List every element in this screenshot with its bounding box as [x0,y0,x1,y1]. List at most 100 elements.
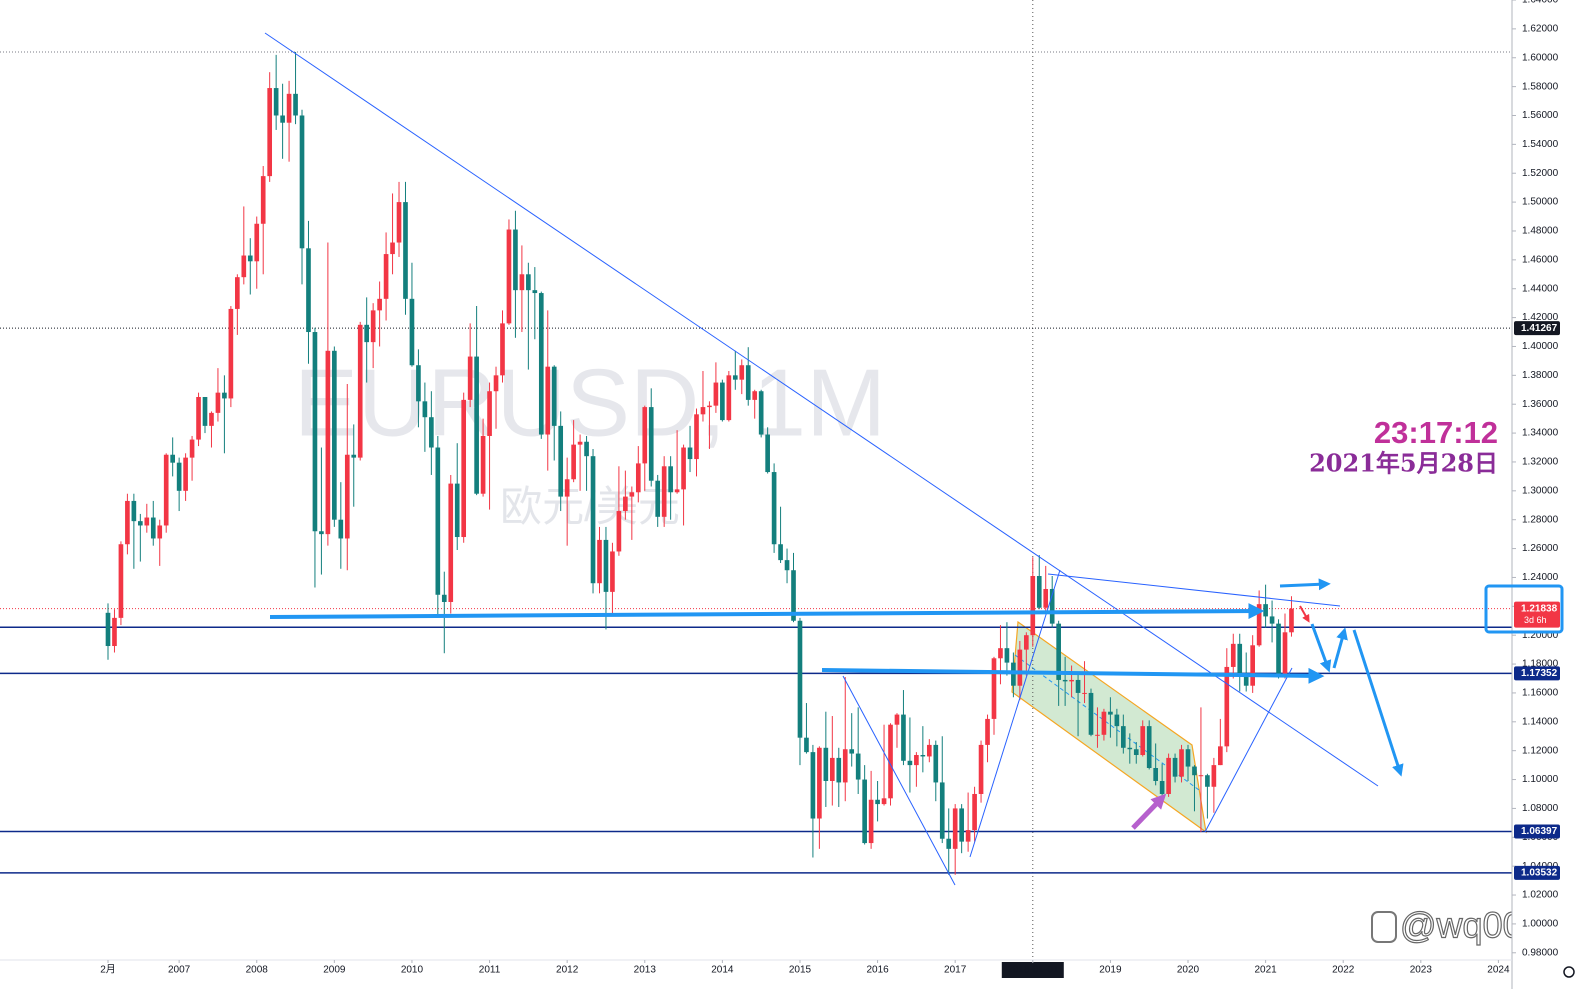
x-tick-label: 2020 [1177,965,1200,976]
candle-body [441,594,447,602]
candle-body [1049,588,1055,624]
candle-body [745,365,751,400]
candle-body [726,375,732,421]
candle-body [952,808,958,849]
candle-body [946,838,952,849]
x-tick-label: 2014 [711,965,734,976]
candle-body [1095,734,1100,736]
price-axis-bg [1512,0,1583,989]
y-tick-label: 1.52000 [1522,168,1559,179]
settings-icon[interactable] [1563,966,1575,978]
candle-body [280,115,285,123]
candle-body [500,323,505,376]
candle-body [1062,679,1068,682]
candle-body [1192,766,1197,776]
y-tick-label: 1.10000 [1522,774,1559,785]
y-tick-label: 1.20000 [1522,630,1559,641]
candle-body [829,757,835,781]
candle-body [642,407,648,464]
candle-body [157,525,163,539]
candle-body [474,356,479,494]
candle-body [286,93,292,123]
candle-body [1230,643,1236,667]
x-tick-label: 2011 [479,965,501,976]
candle-body [584,441,589,457]
y-tick-label: 1.08000 [1522,803,1559,814]
candle-body [480,435,486,494]
y-tick-label: 1.16000 [1522,688,1559,699]
y-tick-label: 1.00000 [1522,919,1559,930]
y-tick-label: 1.50000 [1522,197,1559,208]
candle-body [855,753,861,780]
candle-body [1237,643,1243,676]
watermark-sub: 欧元/美元 [500,483,680,530]
candle-body [849,749,855,754]
candle-body [487,391,492,436]
candle-body [138,521,143,526]
candle-body [577,441,583,445]
candle-body [868,799,874,844]
trend-line [264,32,1379,787]
y-tick-label: 1.30000 [1522,485,1559,496]
candle-body [1185,749,1191,767]
candle-body [396,202,402,243]
credit-icon [1371,911,1397,943]
candle-body [467,356,473,400]
y-tick-label: 1.36000 [1522,399,1559,410]
candle-body [235,277,240,309]
candle-body [422,401,428,418]
candle-body [778,544,783,561]
arrow [269,603,1265,620]
candle-body [687,447,693,460]
candle-body [959,808,964,842]
candle-body [1263,604,1268,617]
y-tick-label: 1.58000 [1522,81,1559,92]
candle-body [635,463,641,493]
y-tick-label: 1.44000 [1522,283,1559,294]
watermark: EURUSD, 1M [294,349,886,456]
candle-body [564,479,570,497]
candle-body [493,375,499,392]
candle-body [1172,757,1178,777]
candle-body [416,365,421,402]
candle-body [1056,623,1061,680]
arrow [1352,629,1404,777]
candle-body [228,308,234,399]
candle-body [370,310,376,343]
candle-body [1218,746,1223,766]
x-tick-label: 2008 [246,965,269,976]
candle-body [1276,623,1281,675]
candle-body [1179,749,1184,777]
candle-body [610,551,615,592]
candle-body [771,472,777,545]
candle-body [325,350,331,535]
time-axis-bg [0,960,1512,989]
candle-body [448,483,454,602]
candle-body [254,223,260,262]
x-tick-label: 2010 [401,965,424,976]
candle-body [299,115,305,249]
candle-body [364,324,370,343]
candle-body [506,229,512,324]
candle-body [623,496,628,512]
price-badge-label: 1.06397 [1521,826,1558,837]
candle-body [170,454,175,463]
candle-body [1205,775,1210,787]
level-layer [0,0,1512,960]
candle-body [1133,749,1139,756]
candle-body [1017,649,1023,686]
candle-body [681,447,686,490]
candle-body [907,760,913,766]
arrow [1299,605,1310,623]
x-tick-label: 2015 [789,965,812,976]
candle-body [739,365,745,380]
candle-body [196,396,201,440]
price-badge-label: 1.03532 [1521,868,1558,879]
candle-body [720,382,725,421]
candle-body [1198,775,1204,777]
y-tick-label: 1.02000 [1522,890,1559,901]
candle-body [1166,757,1171,794]
candle-body [545,366,551,435]
